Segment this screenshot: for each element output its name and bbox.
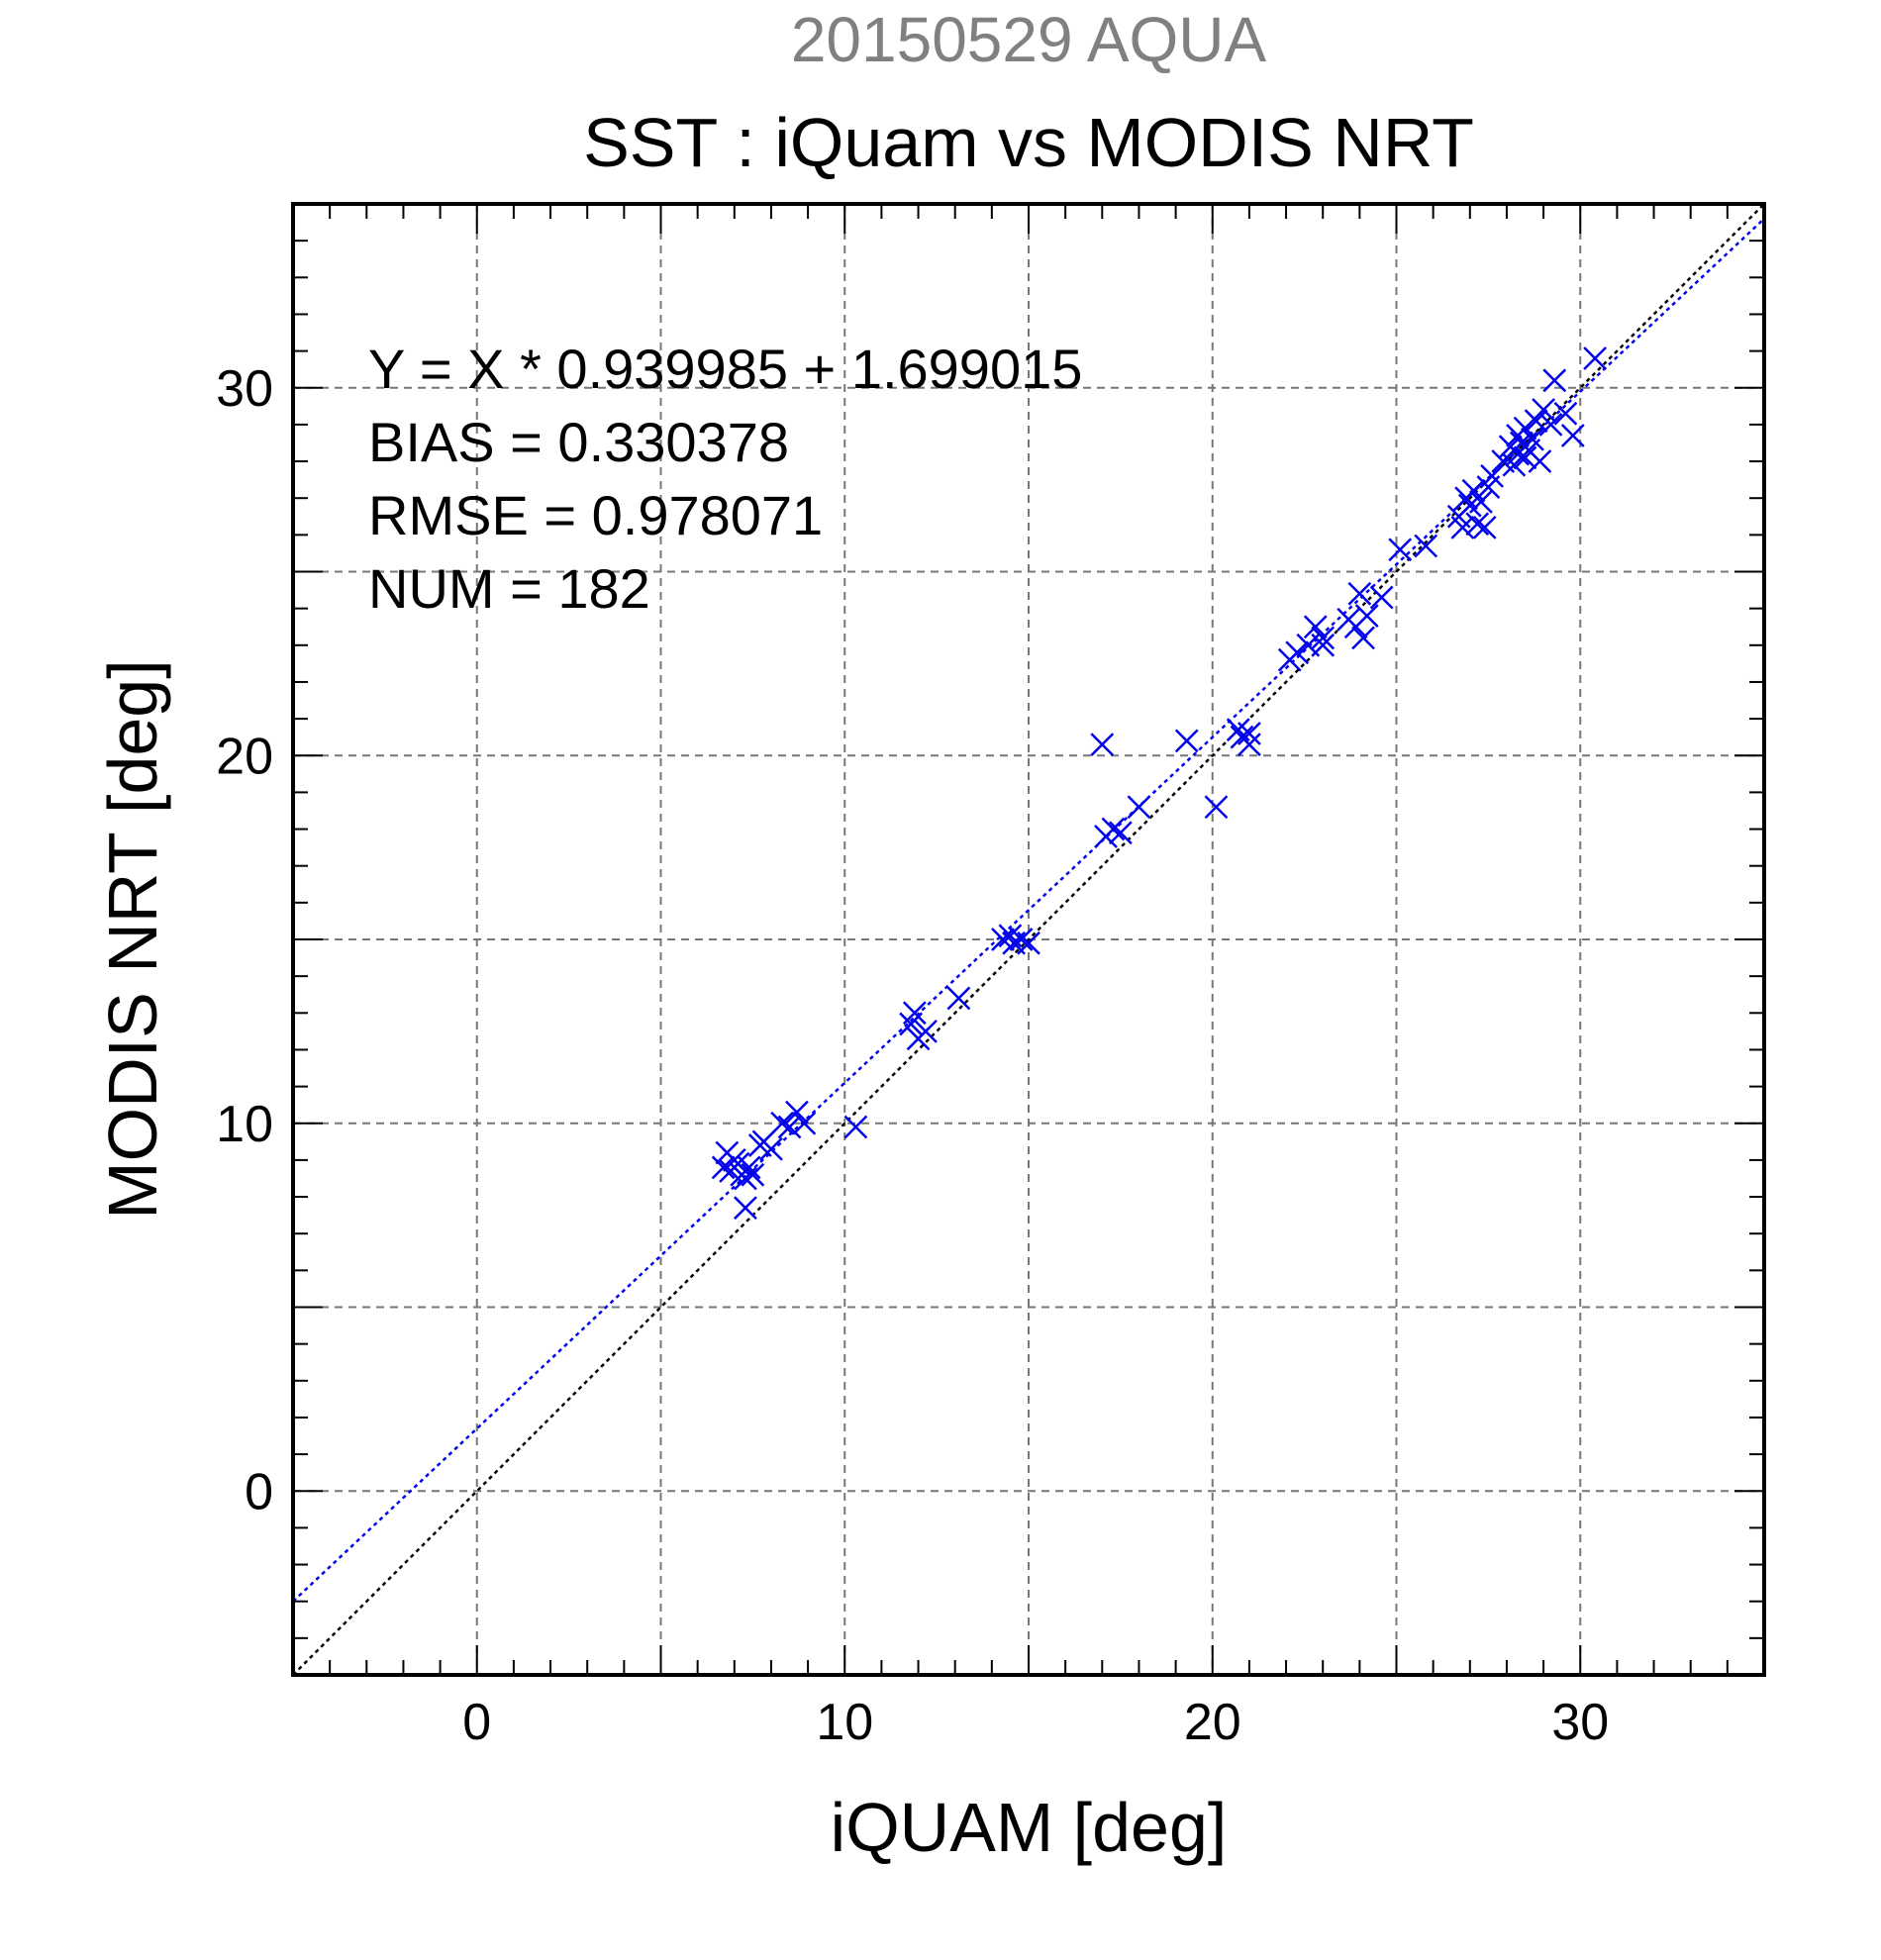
data-point (741, 1162, 765, 1187)
data-point (1388, 538, 1413, 562)
data-point (1127, 795, 1151, 820)
data-point (1480, 464, 1504, 488)
data-point (1017, 931, 1040, 955)
data-point (1521, 427, 1544, 451)
data-point (1174, 729, 1199, 753)
data-point (785, 1100, 809, 1125)
data-point (1238, 733, 1261, 756)
data-point (843, 1115, 868, 1139)
y-axis-label: MODIS NRT [deg] (94, 659, 171, 1219)
plot-frame (291, 202, 1766, 1677)
data-point (1303, 615, 1328, 639)
data-point (1553, 401, 1578, 426)
stats-bias: BIAS = 0.330378 (368, 411, 789, 473)
data-point (1542, 368, 1567, 393)
data-point (734, 1196, 757, 1221)
stats-rmse: RMSE = 0.978071 (368, 484, 823, 546)
data-point (914, 1019, 938, 1043)
data-point (759, 1136, 783, 1161)
data-point (777, 1115, 802, 1139)
x-tick-label: 0 (462, 1694, 491, 1751)
data-point (1204, 795, 1229, 820)
tick-labels: 0 10 20 30 0 10 20 30 (216, 360, 1609, 1751)
data-points (711, 346, 1607, 1221)
data-point (1351, 626, 1375, 650)
data-point (711, 1155, 736, 1180)
data-point (1513, 445, 1537, 470)
y-tick-label: 20 (216, 728, 273, 785)
data-point (1009, 928, 1034, 951)
data-point (1414, 534, 1438, 558)
data-point (1472, 516, 1497, 539)
data-point (1524, 409, 1548, 434)
stats-num: NUM = 182 (368, 557, 650, 620)
data-point (1465, 512, 1490, 537)
identity-line (292, 203, 1765, 1676)
data-point (1369, 585, 1394, 610)
data-point (1450, 516, 1475, 539)
data-point (792, 1111, 817, 1135)
chart-title: SST : iQuam vs MODIS NRT (583, 104, 1474, 181)
data-point (1285, 640, 1310, 665)
data-point (902, 1001, 927, 1026)
y-tick-label: 10 (216, 1096, 273, 1153)
reference-lines (292, 203, 1765, 1676)
data-point (1311, 626, 1336, 650)
data-point (1347, 581, 1372, 606)
x-axis-label: iQUAM [deg] (831, 1789, 1228, 1866)
data-point (770, 1111, 794, 1135)
data-point (1090, 733, 1115, 756)
data-point (1583, 346, 1607, 370)
y-tick-label: 30 (216, 360, 273, 418)
data-point (1108, 821, 1133, 845)
data-point (1560, 424, 1585, 447)
chart-supertitle: 20150529 AQUA (791, 4, 1267, 75)
data-point (1528, 449, 1552, 473)
y-tick-label: 0 (245, 1463, 273, 1520)
data-point (946, 986, 971, 1011)
x-tick-label: 30 (1551, 1694, 1609, 1751)
data-point (1532, 398, 1555, 422)
data-point (1461, 478, 1486, 503)
data-point (1513, 416, 1537, 441)
minor-ticks (293, 204, 1764, 1675)
data-point (1538, 413, 1563, 437)
data-point (737, 1155, 761, 1180)
data-point (1311, 633, 1336, 657)
data-point (1238, 722, 1261, 745)
fit-line (292, 218, 1765, 1603)
data-point (1469, 490, 1493, 514)
x-tick-label: 10 (816, 1694, 873, 1751)
x-tick-label: 20 (1184, 1694, 1241, 1751)
data-point (1101, 817, 1126, 841)
stats-equation: Y = X * 0.939985 + 1.699015 (368, 338, 1082, 400)
data-point (1354, 604, 1379, 628)
